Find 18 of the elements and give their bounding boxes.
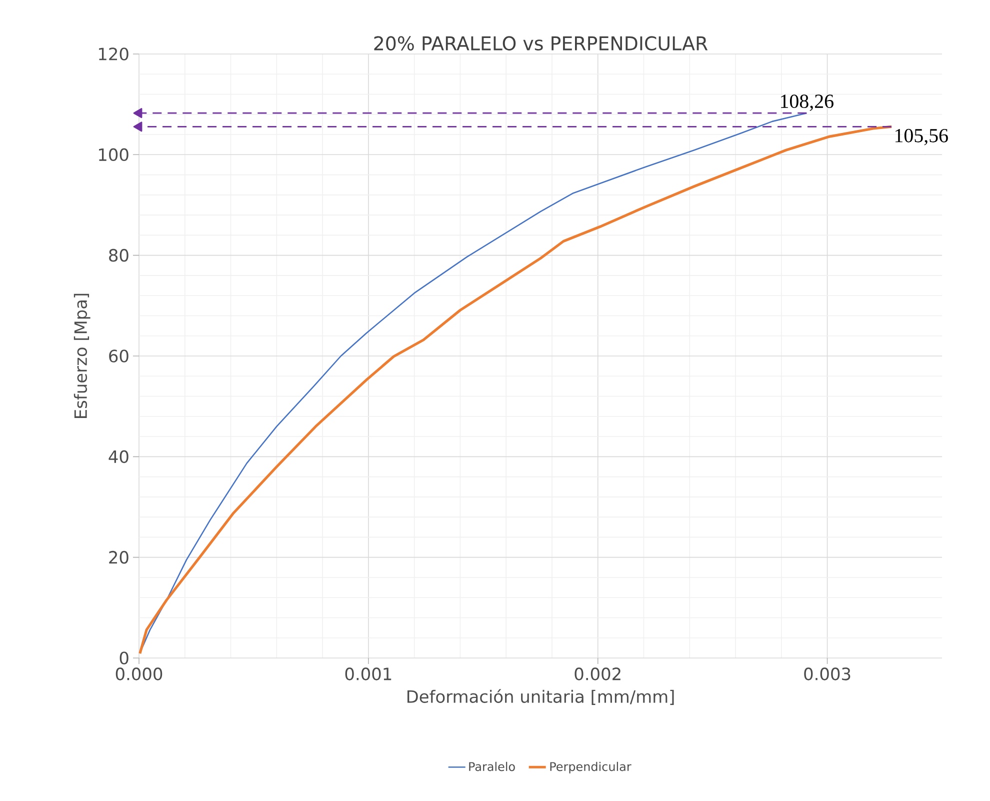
- x-tick-label: 0.002: [574, 668, 620, 680]
- legend-label: Perpendicular: [550, 762, 632, 774]
- y-tick-label: 40: [108, 450, 128, 464]
- y-tick-label: 60: [109, 350, 128, 362]
- legend-label: Paralelo: [469, 762, 515, 772]
- y-tick-label: 100: [99, 148, 128, 162]
- y-tick-label: 80: [109, 248, 128, 262]
- y-tick-label: 120: [99, 48, 128, 60]
- x-axis-title: Deformación unitaria [mm/mm]: [407, 689, 674, 705]
- y-tick-label: 0: [120, 652, 128, 664]
- annotation: 108,26: [781, 94, 834, 111]
- x-tick-label: 0.003: [804, 668, 850, 680]
- x-tick-label: 0.001: [345, 668, 392, 680]
- x-tick-label: 0.000: [116, 668, 162, 680]
- annotation: 105,56: [895, 128, 948, 146]
- y-tick-label: 20: [109, 550, 128, 564]
- y-axis-title: Esfuerzo [Mpa]: [74, 294, 90, 418]
- chart-title: 20% PARALELO vs PERPENDICULAR: [374, 36, 708, 50]
